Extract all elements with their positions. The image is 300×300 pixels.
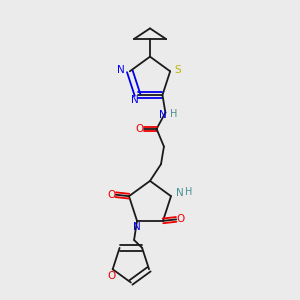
Text: N: N: [131, 95, 139, 105]
Text: O: O: [176, 214, 185, 224]
Text: N: N: [159, 110, 167, 120]
Text: O: O: [107, 190, 116, 200]
Text: H: H: [185, 187, 192, 197]
Text: O: O: [107, 271, 115, 281]
Text: H: H: [170, 109, 177, 119]
Text: S: S: [174, 65, 181, 75]
Text: N: N: [133, 222, 141, 232]
Text: N: N: [176, 188, 184, 198]
Text: N: N: [117, 65, 125, 75]
Text: O: O: [136, 124, 144, 134]
